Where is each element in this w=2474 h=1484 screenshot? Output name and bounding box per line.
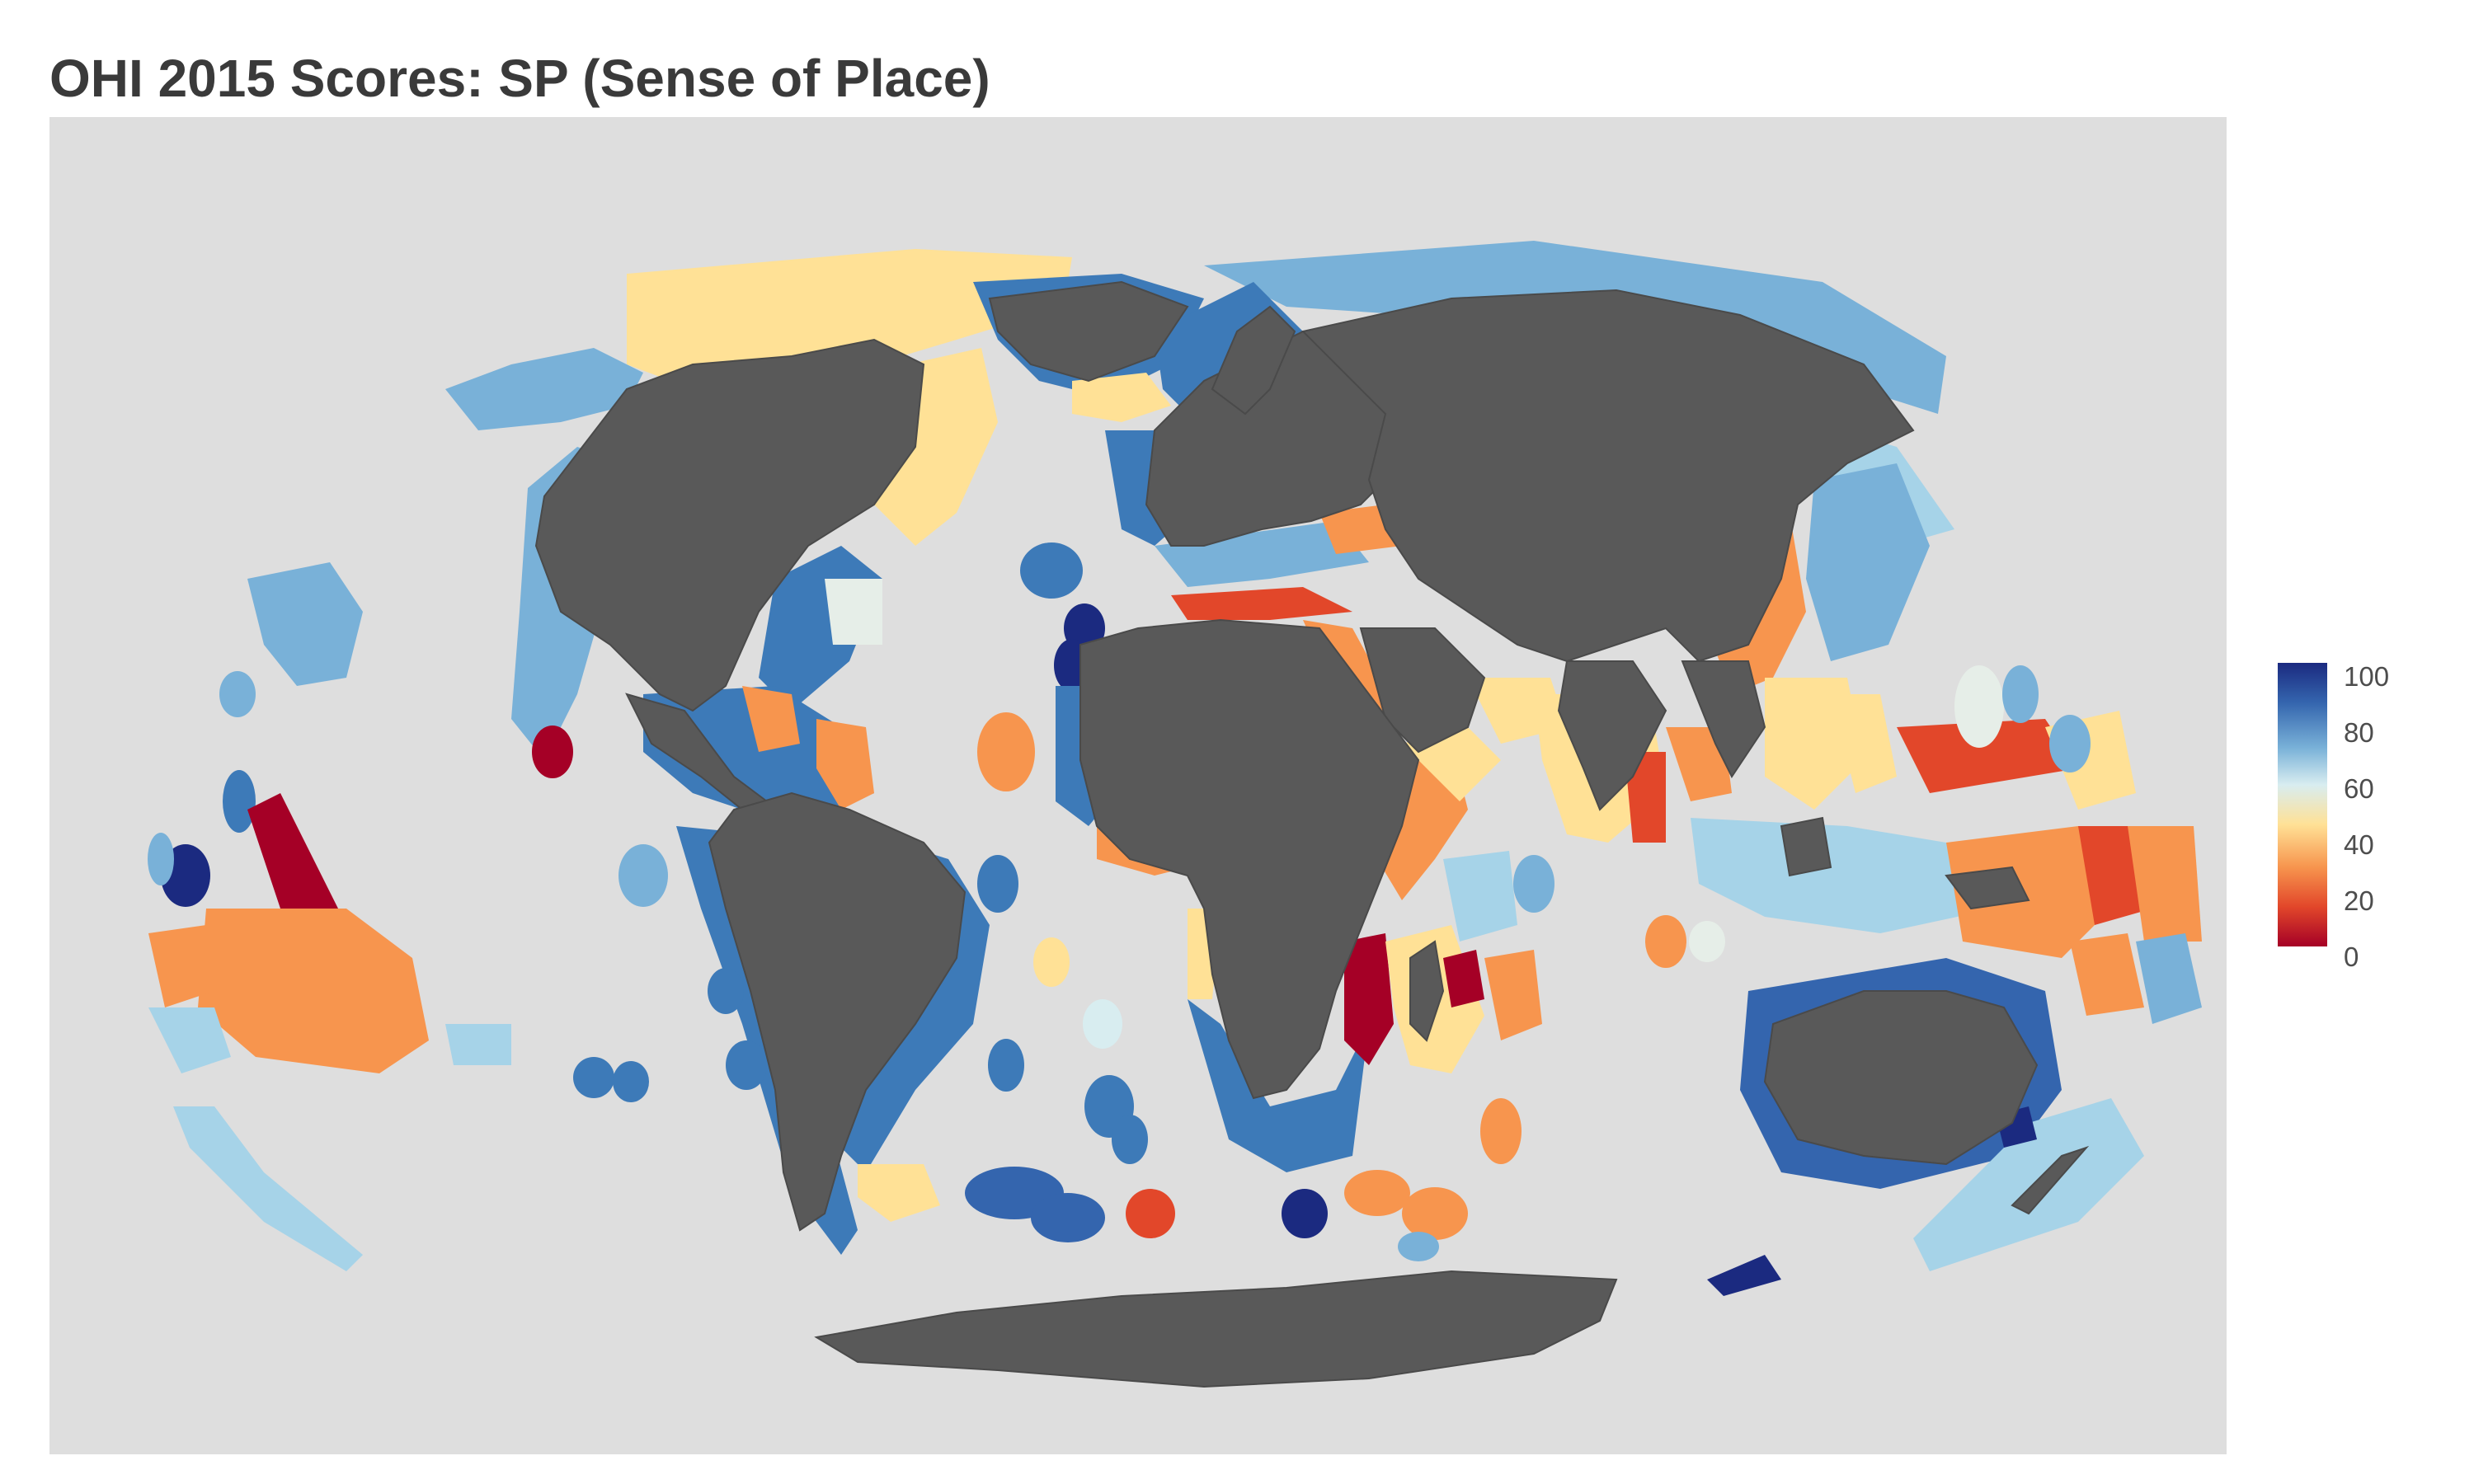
map-panel	[49, 117, 2227, 1454]
legend: 100 80 60 40 20 0	[2268, 651, 2458, 973]
eez-sala-gomez	[726, 1040, 767, 1090]
eez-mauritius	[1484, 950, 1542, 1040]
land-antarctica	[814, 1270, 1618, 1388]
eez-northern-marianas	[2049, 715, 2091, 773]
eez-chagos	[1513, 855, 1554, 913]
eez-sargasso	[825, 579, 882, 645]
eez-philippines	[1831, 694, 1897, 793]
land-south-america	[708, 791, 967, 1232]
eez-easter-b	[613, 1061, 649, 1102]
eez-arctic-canada	[627, 249, 1072, 389]
land-madagascar	[1409, 940, 1445, 1042]
eez-micronesia	[1897, 719, 2078, 793]
eez-bay-bengal	[1666, 727, 1732, 801]
eez-kerguelen-b	[1398, 1232, 1439, 1261]
land-masses	[534, 280, 2090, 1388]
eez-south-africa	[1188, 999, 1369, 1172]
eez-heard	[1480, 1098, 1522, 1164]
eez-guam	[1954, 665, 2004, 748]
eez-line-islands	[247, 793, 338, 942]
eez-new-zealand	[1913, 1098, 2144, 1271]
eez-palmyra	[223, 770, 256, 833]
land-new-guinea	[1945, 866, 2030, 910]
land-north-america	[534, 338, 925, 712]
legend-tick-label: 100	[2344, 661, 2390, 692]
eez-nauru	[148, 833, 174, 885]
eez-bouvet	[1126, 1189, 1175, 1238]
legend-tick-label: 80	[2344, 717, 2374, 748]
eez-caribbean-orange	[742, 686, 800, 752]
eez-galapagos	[618, 844, 668, 907]
land-india	[1557, 660, 1667, 811]
eez-tuvalu	[148, 925, 214, 1007]
eez-st-helena	[1083, 999, 1122, 1049]
eez-juan-fernandez	[708, 968, 744, 1014]
land-greenland	[988, 280, 1189, 383]
eez-kerguelen	[1402, 1187, 1468, 1240]
land-borneo	[1780, 816, 1832, 877]
eez-madagascar-red	[1443, 950, 1484, 1007]
eez-maldives	[1625, 752, 1666, 843]
eez-falklands	[858, 1164, 940, 1222]
eez-alaska-north	[445, 348, 643, 430]
eez-cocos	[1689, 921, 1725, 962]
eez-south-georgia-b	[1031, 1193, 1105, 1242]
eez-kiribati	[2128, 826, 2202, 942]
eez-clipperton	[532, 726, 573, 778]
eez-azores	[1020, 542, 1083, 599]
eez-japan	[1806, 463, 1930, 661]
eez-ascension	[1033, 937, 1070, 987]
eez-marion	[1282, 1189, 1328, 1238]
land-southeast-asia	[1681, 660, 1766, 778]
eez-fiji	[2136, 933, 2202, 1024]
land-new-zealand	[2011, 1145, 2090, 1215]
eez-mediterranean-north	[1155, 521, 1369, 587]
eez-indonesia	[1691, 818, 1996, 933]
eez-new-caledonia	[2070, 933, 2144, 1016]
eez-iceland	[1072, 373, 1171, 422]
eez-mozambique	[1344, 933, 1394, 1065]
eez-hawaii	[247, 562, 363, 686]
eez-mediterranean-south	[1171, 587, 1352, 620]
land-australia	[1763, 990, 2039, 1166]
legend-tick-label: 60	[2344, 773, 2374, 804]
eez-macquarie	[1707, 1255, 1781, 1296]
eez-kermadec	[173, 1106, 363, 1271]
map-title: OHI 2015 Scores: SP (Sense of Place)	[49, 49, 990, 108]
eez-bermuda	[977, 855, 1018, 913]
legend-color-bar	[2278, 663, 2327, 946]
eez-crozet	[1344, 1170, 1410, 1216]
eez-pitcairn	[445, 1024, 511, 1065]
land-scandinavia	[1211, 305, 1296, 416]
legend-tick-label: 40	[2344, 829, 2374, 860]
eez-amsterdam	[1645, 915, 1686, 968]
eez-easter-a	[573, 1057, 614, 1098]
land-africa	[1079, 618, 1420, 1100]
eez-bonin	[2002, 665, 2039, 723]
eez-papua	[1946, 826, 2128, 958]
world-map	[148, 241, 2202, 1388]
eez-cape-verde	[977, 712, 1035, 791]
eez-johnston	[219, 671, 256, 717]
legend-tick-label: 20	[2344, 885, 2374, 916]
legend-tick-label: 0	[2344, 942, 2359, 972]
eez-antilles	[816, 719, 874, 810]
eez-tristan	[988, 1039, 1024, 1092]
eez-seychelles	[1443, 851, 1517, 942]
eez-french-polynesia	[198, 909, 429, 1073]
eez-cook-islands	[148, 1007, 231, 1073]
eez-gough-b	[1112, 1115, 1148, 1164]
